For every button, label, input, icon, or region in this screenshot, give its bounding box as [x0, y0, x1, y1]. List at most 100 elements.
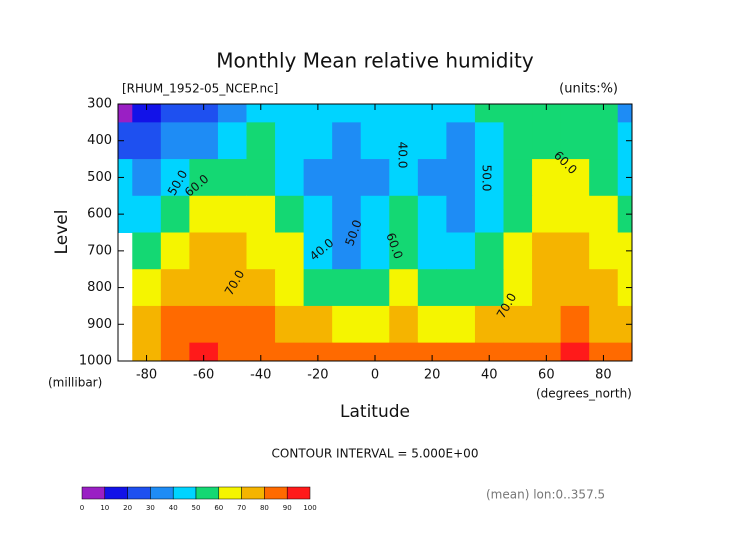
contour-cell: [189, 122, 219, 160]
contour-cell: [389, 159, 419, 197]
contour-cell: [560, 159, 590, 197]
footer-note: (mean) lon:0..357.5: [486, 488, 605, 502]
contour-cell: [589, 269, 619, 307]
contour-field: [118, 104, 632, 361]
contour-cell: [446, 305, 476, 344]
contour-cell: [160, 195, 190, 233]
x-tick-label: -80: [136, 368, 157, 383]
colorbar-box: [104, 486, 128, 500]
contour-cell: [617, 104, 632, 123]
source-label: [RHUM_1952-05_NCEP.nc]: [122, 82, 278, 96]
contour-cell: [189, 232, 219, 270]
contour-cell: [560, 232, 590, 270]
contour-cell: [560, 305, 590, 344]
contour-cell: [589, 104, 619, 123]
units-label: (units:%): [559, 82, 618, 97]
contour-cell: [446, 342, 476, 361]
colorbar-label: 20: [123, 504, 132, 512]
contour-cell: [503, 232, 533, 270]
contour-cell: [503, 269, 533, 307]
contour-cell: [217, 195, 247, 233]
x-tick-label: 60: [538, 368, 555, 383]
contour-cell: [189, 104, 219, 123]
y-tick-label: 900: [87, 317, 112, 332]
colorbar-label: 0: [80, 504, 84, 512]
contour-cell: [446, 122, 476, 160]
contour-cell: [303, 104, 333, 123]
contour-cell: [246, 122, 276, 160]
contour-cell: [560, 342, 590, 361]
contour-cell: [246, 232, 276, 270]
contour-cell: [189, 305, 219, 344]
colorbar-box: [241, 486, 265, 500]
chart-title: Monthly Mean relative humidity: [216, 49, 534, 73]
y-tick-label: 700: [87, 243, 112, 258]
contour-cell: [332, 159, 362, 197]
contour-cell: [503, 305, 533, 344]
colorbar-box: [218, 486, 242, 500]
y-tick-label: 400: [87, 133, 112, 148]
contour-cell: [132, 122, 162, 160]
contour-cell: [560, 104, 590, 123]
contour-cell: [417, 269, 447, 307]
contour-cell: [389, 195, 419, 233]
contour-cell: [246, 342, 276, 361]
contour-cell: [503, 342, 533, 361]
contour-cell: [160, 305, 190, 344]
contour-cell: [160, 159, 190, 197]
contour-cell: [532, 159, 562, 197]
colorbar-box: [286, 486, 311, 500]
contour-cell: [303, 195, 333, 233]
contour-cell: [360, 195, 390, 233]
contour-cell: [417, 342, 447, 361]
contour-cell: [474, 305, 504, 344]
colorbar-box: [127, 486, 151, 500]
contour-cell: [118, 104, 133, 123]
colorbar-label: 100: [303, 504, 316, 512]
contour-cell: [303, 122, 333, 160]
contour-cell: [532, 305, 562, 344]
x-axis-label: Latitude: [340, 402, 410, 422]
contour-cell: [389, 342, 419, 361]
contour-cell: [417, 195, 447, 233]
contour-cell: [360, 232, 390, 270]
contour-cell: [160, 232, 190, 270]
x-tick-label: -60: [193, 368, 214, 383]
contour-cell: [617, 232, 632, 270]
x-tick-label: -40: [250, 368, 271, 383]
x-tick-label: 20: [424, 368, 441, 383]
contour-cell: [446, 269, 476, 307]
contour-cell: [389, 104, 419, 123]
y-tick-label: 500: [87, 170, 112, 185]
contour-cell: [417, 122, 447, 160]
contour-cell: [160, 269, 190, 307]
contour-cell: [217, 232, 247, 270]
colorbar-box: [264, 486, 288, 500]
contour-cell: [275, 305, 305, 344]
contour-cell: [132, 342, 162, 361]
contour-cell: [617, 122, 632, 160]
contour-cell: [189, 195, 219, 233]
contour-cell: [360, 104, 390, 123]
contour-cell: [589, 195, 619, 233]
contour-cell: [446, 159, 476, 197]
colorbar-label: 40: [169, 504, 178, 512]
contour-cell: [160, 104, 190, 123]
contour-cell: [617, 342, 632, 361]
contour-cell: [160, 342, 190, 361]
contour-cell: [303, 269, 333, 307]
contour-cell: [417, 305, 447, 344]
colorbar-label: 60: [214, 504, 223, 512]
x-tick-label: 80: [595, 368, 612, 383]
colorbar-label: 90: [283, 504, 292, 512]
contour-cell: [246, 104, 276, 123]
contour-cell: [474, 159, 504, 197]
contour-cell: [503, 159, 533, 197]
colorbar-box: [150, 486, 174, 500]
contour-cell: [474, 104, 504, 123]
contour-cell: [132, 232, 162, 270]
contour-cell: [332, 269, 362, 307]
contour-cell: [389, 305, 419, 344]
contour-cell: [617, 305, 632, 344]
